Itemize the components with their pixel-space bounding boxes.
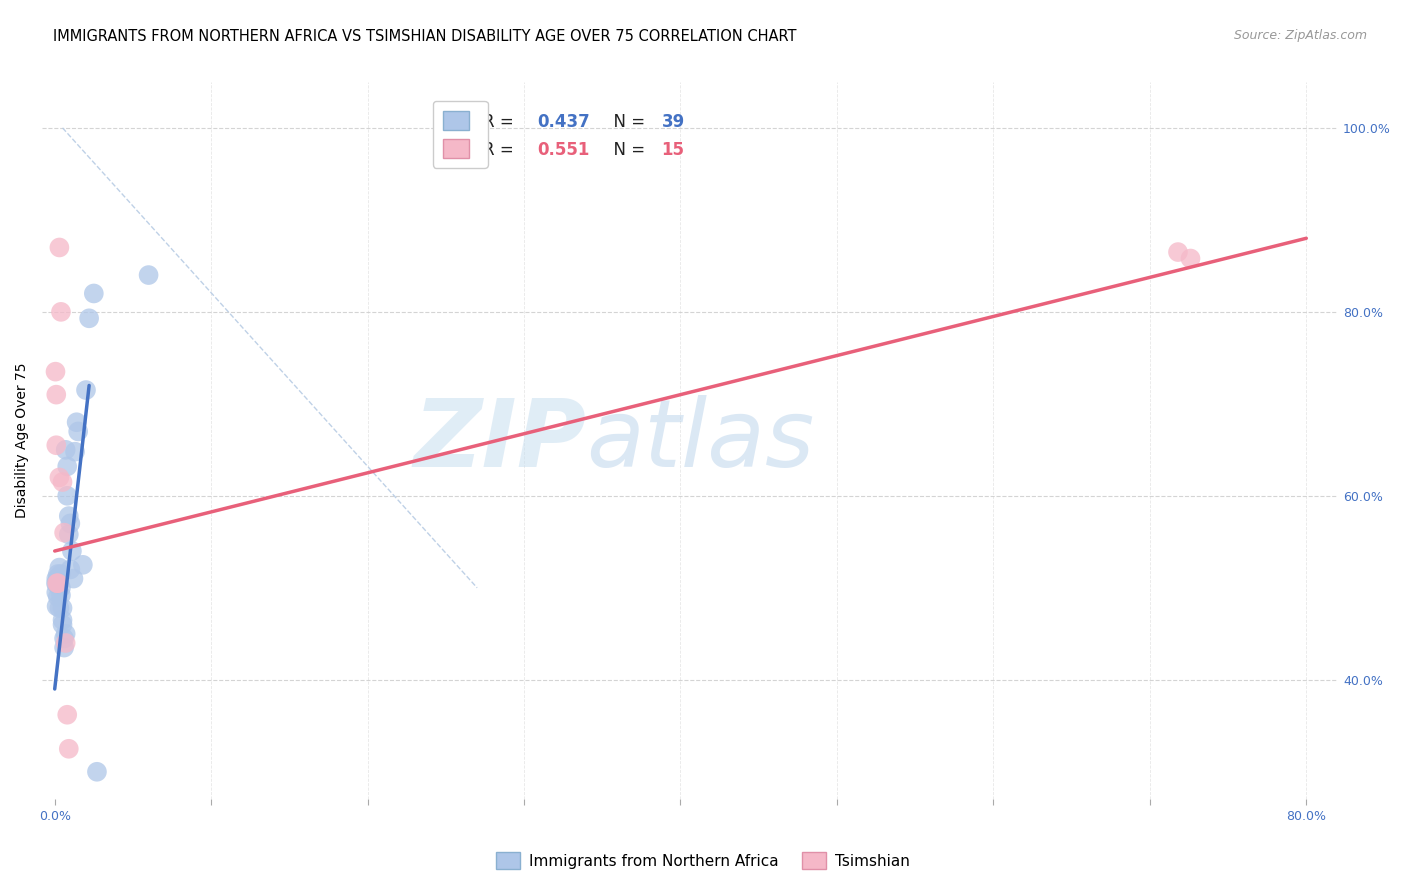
Text: N =: N = [603, 113, 651, 131]
Point [45, 438, 67, 452]
Point [59, 516, 82, 531]
Point [1167, 245, 1189, 260]
Point [45, 585, 67, 599]
Point [56, 459, 79, 474]
Point [49, 305, 72, 319]
Point [45, 576, 67, 591]
Point [62, 572, 84, 586]
Point [59, 562, 82, 576]
Text: atlas: atlas [586, 395, 814, 486]
Point [65, 415, 87, 429]
Point [56, 707, 79, 722]
Point [46, 590, 69, 604]
Point [51, 617, 73, 632]
Point [86, 764, 108, 779]
Point [58, 741, 80, 756]
Text: 0.551: 0.551 [537, 141, 589, 159]
Point [56, 489, 79, 503]
Point [55, 627, 77, 641]
Point [45, 572, 67, 586]
Text: ZIP: ZIP [413, 394, 586, 487]
Text: 0.437: 0.437 [537, 113, 589, 131]
Point [51, 475, 73, 489]
Point [67, 425, 90, 439]
Point [48, 601, 70, 615]
Text: 39: 39 [661, 113, 685, 131]
Text: 15: 15 [661, 141, 685, 159]
Point [72, 558, 94, 572]
Point [51, 601, 73, 615]
Point [63, 444, 86, 458]
Legend: , : , [433, 101, 488, 168]
Point [48, 240, 70, 254]
Text: IMMIGRANTS FROM NORTHERN AFRICA VS TSIMSHIAN DISABILITY AGE OVER 75 CORRELATION : IMMIGRANTS FROM NORTHERN AFRICA VS TSIMS… [53, 29, 797, 44]
Text: Source: ZipAtlas.com: Source: ZipAtlas.com [1233, 29, 1367, 42]
Point [49, 588, 72, 602]
Point [48, 470, 70, 484]
Point [49, 567, 72, 582]
Point [58, 527, 80, 541]
Point [53, 640, 76, 655]
Point [49, 581, 72, 595]
Text: N =: N = [603, 141, 651, 159]
Point [53, 525, 76, 540]
Point [45, 387, 67, 401]
Point [46, 567, 69, 582]
Point [45, 599, 67, 614]
Point [55, 442, 77, 457]
Y-axis label: Disability Age Over 75: Disability Age Over 75 [15, 363, 30, 518]
Point [48, 576, 70, 591]
Point [46, 576, 69, 591]
Point [77, 311, 100, 326]
Text: R =: R = [482, 113, 519, 131]
Point [46, 576, 69, 591]
Legend: Immigrants from Northern Africa, Tsimshian: Immigrants from Northern Africa, Tsimshi… [489, 846, 917, 875]
Point [138, 268, 160, 282]
Point [46, 578, 69, 592]
Point [48, 560, 70, 574]
Point [44, 365, 66, 379]
Point [1180, 252, 1202, 266]
Point [51, 613, 73, 627]
Point [46, 572, 69, 586]
Point [60, 544, 83, 558]
Point [83, 286, 105, 301]
Point [58, 509, 80, 524]
Point [55, 636, 77, 650]
Point [53, 632, 76, 646]
Text: R =: R = [482, 141, 519, 159]
Point [75, 383, 97, 397]
Point [48, 570, 70, 584]
